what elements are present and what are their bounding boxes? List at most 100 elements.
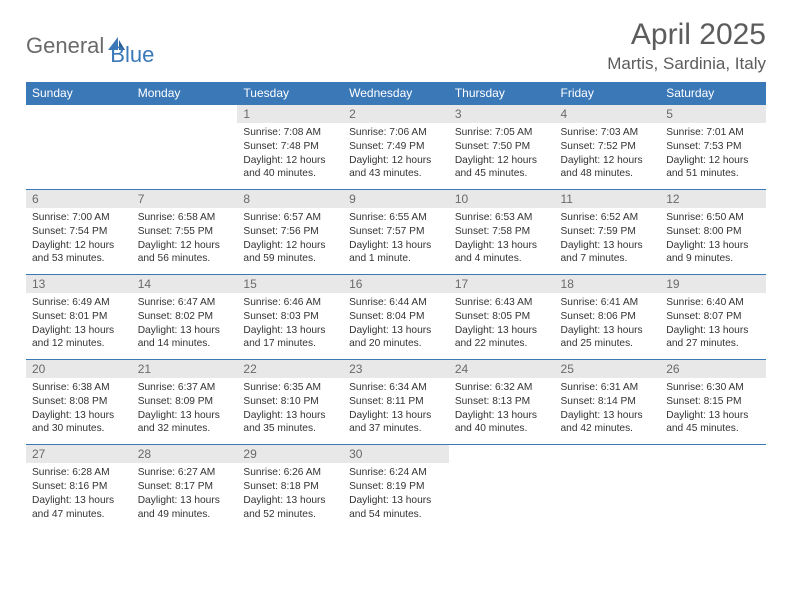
sunrise-text: Sunrise: 6:53 AM (455, 211, 549, 225)
sunset-text: Sunset: 7:58 PM (455, 225, 549, 239)
daylight-text: Daylight: 13 hours and 45 minutes. (666, 409, 760, 437)
sunset-text: Sunset: 8:15 PM (666, 395, 760, 409)
daylight-text: Daylight: 13 hours and 17 minutes. (243, 324, 337, 352)
daylight-text: Daylight: 13 hours and 52 minutes. (243, 494, 337, 522)
sunset-text: Sunset: 8:01 PM (32, 310, 126, 324)
day-text: Sunrise: 6:55 AMSunset: 7:57 PMDaylight:… (343, 208, 449, 274)
calendar-cell: 16Sunrise: 6:44 AMSunset: 8:04 PMDayligh… (343, 275, 449, 360)
col-saturday: Saturday (660, 82, 766, 105)
logo-text-gray: General (26, 33, 104, 59)
day-text: Sunrise: 6:38 AMSunset: 8:08 PMDaylight:… (26, 378, 132, 444)
day-text: Sunrise: 7:05 AMSunset: 7:50 PMDaylight:… (449, 123, 555, 189)
sunset-text: Sunset: 7:55 PM (138, 225, 232, 239)
sunset-text: Sunset: 7:56 PM (243, 225, 337, 239)
sunrise-text: Sunrise: 6:49 AM (32, 296, 126, 310)
calendar-cell: 18Sunrise: 6:41 AMSunset: 8:06 PMDayligh… (555, 275, 661, 360)
day-text: Sunrise: 6:47 AMSunset: 8:02 PMDaylight:… (132, 293, 238, 359)
calendar-cell: 6Sunrise: 7:00 AMSunset: 7:54 PMDaylight… (26, 190, 132, 275)
sunset-text: Sunset: 8:05 PM (455, 310, 549, 324)
sunrise-text: Sunrise: 6:41 AM (561, 296, 655, 310)
calendar-row: 20Sunrise: 6:38 AMSunset: 8:08 PMDayligh… (26, 360, 766, 445)
sunrise-text: Sunrise: 6:44 AM (349, 296, 443, 310)
daylight-text: Daylight: 13 hours and 54 minutes. (349, 494, 443, 522)
sunset-text: Sunset: 7:59 PM (561, 225, 655, 239)
sunrise-text: Sunrise: 6:24 AM (349, 466, 443, 480)
sunset-text: Sunset: 8:10 PM (243, 395, 337, 409)
day-number: 10 (449, 190, 555, 208)
sunrise-text: Sunrise: 6:52 AM (561, 211, 655, 225)
daylight-text: Daylight: 12 hours and 56 minutes. (138, 239, 232, 267)
calendar-cell: 3Sunrise: 7:05 AMSunset: 7:50 PMDaylight… (449, 105, 555, 190)
calendar-cell: 4Sunrise: 7:03 AMSunset: 7:52 PMDaylight… (555, 105, 661, 190)
daylight-text: Daylight: 13 hours and 7 minutes. (561, 239, 655, 267)
day-text: Sunrise: 6:35 AMSunset: 8:10 PMDaylight:… (237, 378, 343, 444)
sunset-text: Sunset: 7:53 PM (666, 140, 760, 154)
calendar-cell: 10 Sunrise: 6:53 AMSunset: 7:58 PMDayligh… (449, 190, 555, 275)
sunset-text: Sunset: 7:57 PM (349, 225, 443, 239)
sunset-text: Sunset: 8:17 PM (138, 480, 232, 494)
calendar-cell: 24Sunrise: 6:32 AMSunset: 8:13 PMDayligh… (449, 360, 555, 445)
calendar-header-row: Sunday Monday Tuesday Wednesday Thursday… (26, 82, 766, 105)
day-number: 2 (343, 105, 449, 123)
calendar-cell: 20Sunrise: 6:38 AMSunset: 8:08 PMDayligh… (26, 360, 132, 445)
day-number: 17 (449, 275, 555, 293)
daylight-text: Daylight: 12 hours and 43 minutes. (349, 154, 443, 182)
calendar-row: 1Sunrise: 7:08 AMSunset: 7:48 PMDaylight… (26, 105, 766, 190)
day-text: Sunrise: 6:31 AMSunset: 8:14 PMDaylight:… (555, 378, 661, 444)
day-text: Sunrise: 6:28 AMSunset: 8:16 PMDaylight:… (26, 463, 132, 529)
sunset-text: Sunset: 8:14 PM (561, 395, 655, 409)
calendar-cell: 22Sunrise: 6:35 AMSunset: 8:10 PMDayligh… (237, 360, 343, 445)
day-text: Sunrise: 6:37 AMSunset: 8:09 PMDaylight:… (132, 378, 238, 444)
sunrise-text: Sunrise: 6:38 AM (32, 381, 126, 395)
day-number: 8 (237, 190, 343, 208)
sunset-text: Sunset: 8:09 PM (138, 395, 232, 409)
daylight-text: Daylight: 13 hours and 14 minutes. (138, 324, 232, 352)
col-sunday: Sunday (26, 82, 132, 105)
calendar-cell: 19Sunrise: 6:40 AMSunset: 8:07 PMDayligh… (660, 275, 766, 360)
sunrise-text: Sunrise: 6:47 AM (138, 296, 232, 310)
day-text: Sunrise: 7:03 AMSunset: 7:52 PMDaylight:… (555, 123, 661, 189)
calendar-row: 27Sunrise: 6:28 AMSunset: 8:16 PMDayligh… (26, 445, 766, 530)
calendar-cell: 27Sunrise: 6:28 AMSunset: 8:16 PMDayligh… (26, 445, 132, 530)
day-number: 27 (26, 445, 132, 463)
day-number: 18 (555, 275, 661, 293)
calendar-cell: 5Sunrise: 7:01 AMSunset: 7:53 PMDaylight… (660, 105, 766, 190)
calendar-cell: 28Sunrise: 6:27 AMSunset: 8:17 PMDayligh… (132, 445, 238, 530)
sunrise-text: Sunrise: 6:31 AM (561, 381, 655, 395)
day-number: 12 (660, 190, 766, 208)
day-text: Sunrise: 7:00 AMSunset: 7:54 PMDaylight:… (26, 208, 132, 274)
calendar-cell: 8Sunrise: 6:57 AMSunset: 7:56 PMDaylight… (237, 190, 343, 275)
sunset-text: Sunset: 8:04 PM (349, 310, 443, 324)
calendar-cell: 13Sunrise: 6:49 AMSunset: 8:01 PMDayligh… (26, 275, 132, 360)
daylight-text: Daylight: 12 hours and 40 minutes. (243, 154, 337, 182)
day-text: Sunrise: 7:01 AMSunset: 7:53 PMDaylight:… (660, 123, 766, 189)
sunset-text: Sunset: 8:16 PM (32, 480, 126, 494)
sunset-text: Sunset: 8:19 PM (349, 480, 443, 494)
logo-text-blue: Blue (110, 42, 154, 68)
calendar-cell: 17Sunrise: 6:43 AMSunset: 8:05 PMDayligh… (449, 275, 555, 360)
day-number: 30 (343, 445, 449, 463)
daylight-text: Daylight: 13 hours and 1 minute. (349, 239, 443, 267)
day-number: 5 (660, 105, 766, 123)
daylight-text: Daylight: 12 hours and 51 minutes. (666, 154, 760, 182)
sunset-text: Sunset: 8:02 PM (138, 310, 232, 324)
day-number: 15 (237, 275, 343, 293)
calendar-cell: 30 Sunrise: 6:24 AMSunset: 8:19 PMDayligh… (343, 445, 449, 530)
daylight-text: Daylight: 13 hours and 20 minutes. (349, 324, 443, 352)
calendar-row: 6Sunrise: 7:00 AMSunset: 7:54 PMDaylight… (26, 190, 766, 275)
daylight-text: Daylight: 13 hours and 47 minutes. (32, 494, 126, 522)
day-number: 6 (26, 190, 132, 208)
day-number: 22 (237, 360, 343, 378)
daylight-text: Daylight: 13 hours and 4 minutes. (455, 239, 549, 267)
day-number: 28 (132, 445, 238, 463)
sunrise-text: Sunrise: 6:27 AM (138, 466, 232, 480)
col-friday: Friday (555, 82, 661, 105)
sunset-text: Sunset: 7:49 PM (349, 140, 443, 154)
logo: General Blue (26, 24, 154, 68)
sunrise-text: Sunrise: 6:46 AM (243, 296, 337, 310)
day-text: Sunrise: 7:06 AMSunset: 7:49 PMDaylight:… (343, 123, 449, 189)
sunrise-text: Sunrise: 6:37 AM (138, 381, 232, 395)
sunrise-text: Sunrise: 7:01 AM (666, 126, 760, 140)
sunset-text: Sunset: 8:03 PM (243, 310, 337, 324)
day-number: 29 (237, 445, 343, 463)
